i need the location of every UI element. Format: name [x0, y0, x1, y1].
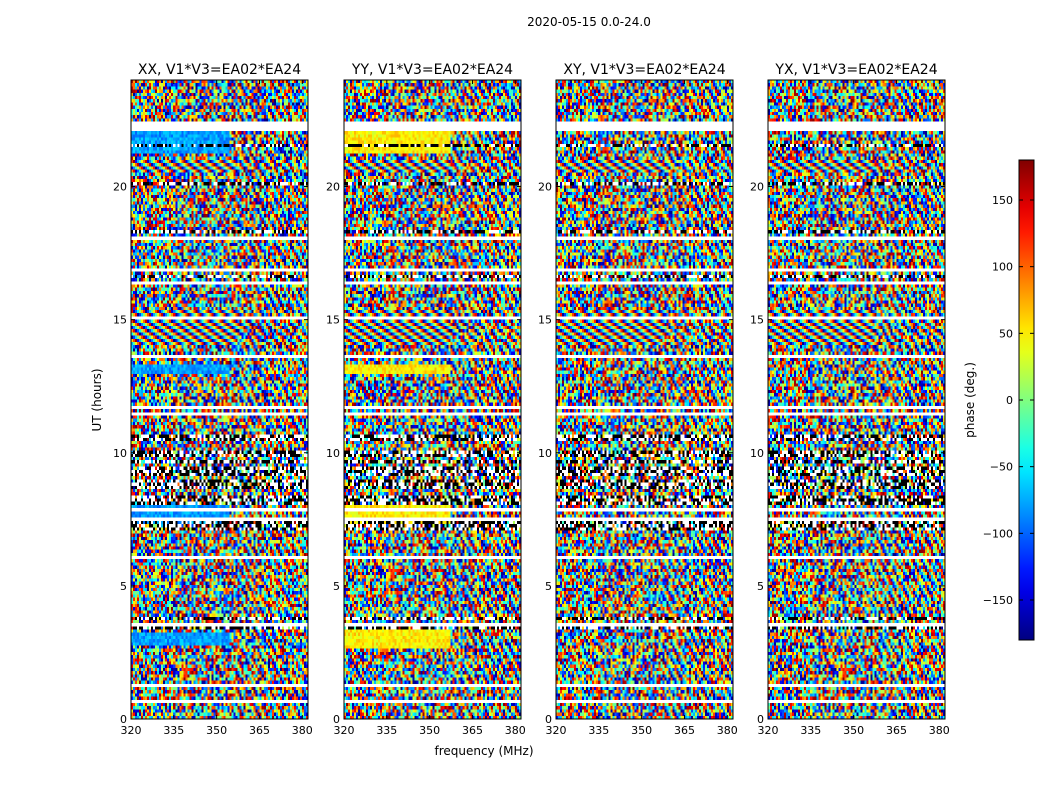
y-tick-label: 5: [545, 580, 552, 593]
y-tick-label: 20: [326, 181, 340, 194]
x-tick-label: 320: [334, 724, 355, 737]
colorbar-label: phase (deg.): [963, 362, 977, 438]
panel-yy: YY, V1*V3=EA02*EA24 320 335 350 365 380 0 5 10 15…: [326, 62, 526, 737]
colorbar-tick-label: 0: [1006, 394, 1013, 407]
panel-yx: YX, V1*V3=EA02*EA24 320 335 350 365 380 0 5 10 15…: [750, 62, 950, 737]
x-tick-label: 350: [206, 724, 227, 737]
panel-frame: [555, 79, 734, 720]
y-tick-label: 20: [113, 181, 127, 194]
y-tick-label: 10: [113, 447, 127, 460]
panel-frame: [130, 79, 309, 720]
x-tick-label: 365: [674, 724, 695, 737]
y-tick-label: 10: [538, 447, 552, 460]
heatmap-xy: [556, 80, 733, 719]
panel-xy: XY, V1*V3=EA02*EA24 320 335 350 365 380 0 5 10 15…: [538, 62, 738, 737]
y-tick-label: 10: [750, 447, 764, 460]
colorbar-tick-label: −50: [990, 461, 1013, 474]
x-tick-label: 320: [546, 724, 567, 737]
x-tick-label: 335: [800, 724, 821, 737]
panel-title: YX, V1*V3=EA02*EA24: [774, 62, 937, 78]
y-tick-label: 0: [333, 713, 340, 726]
x-tick-label: 365: [462, 724, 483, 737]
x-tick-label: 365: [249, 724, 270, 737]
colorbar-tick-label: 100: [992, 261, 1013, 274]
x-tick-label: 350: [419, 724, 440, 737]
x-axis-label: frequency (MHz): [434, 744, 533, 758]
y-tick-label: 5: [333, 580, 340, 593]
y-tick-label: 10: [326, 447, 340, 460]
heatmap-yy: [344, 80, 521, 719]
x-tick-label: 365: [886, 724, 907, 737]
y-tick-label: 5: [757, 580, 764, 593]
panels: XX, V1*V3=EA02*EA24 320 335 350 365 380 0 5 10 15…: [113, 62, 950, 737]
x-tick-label: 335: [588, 724, 609, 737]
colorbar-tick-label: 150: [992, 194, 1013, 207]
panel-title: YY, V1*V3=EA02*EA24: [351, 62, 513, 78]
x-tick-label: 380: [929, 724, 950, 737]
y-tick-label: 5: [120, 580, 127, 593]
x-tick-label: 380: [505, 724, 526, 737]
x-tick-label: 380: [717, 724, 738, 737]
y-tick-label: 0: [545, 713, 552, 726]
x-tick-label: 320: [121, 724, 142, 737]
panel-title: XY, V1*V3=EA02*EA24: [563, 62, 725, 78]
y-axis-label: UT (hours): [90, 368, 104, 431]
y-tick-label: 15: [750, 314, 764, 327]
y-tick-label: 0: [757, 713, 764, 726]
colorbar: 150 100 50 0 −50 −100 −150 phase (deg.): [963, 159, 1035, 641]
x-tick-label: 335: [163, 724, 184, 737]
x-tick-label: 350: [843, 724, 864, 737]
panel-title: XX, V1*V3=EA02*EA24: [138, 62, 301, 78]
x-tick-label: 380: [292, 724, 313, 737]
colorbar-tick-label: −100: [983, 527, 1013, 540]
heatmap-xx: [131, 80, 308, 719]
y-tick-label: 0: [120, 713, 127, 726]
colorbar-tick-label: 50: [999, 327, 1013, 340]
panel-frame: [343, 79, 522, 720]
y-tick-label: 20: [538, 181, 552, 194]
colorbar-tick-label: −150: [983, 594, 1013, 607]
x-tick-label: 320: [758, 724, 779, 737]
y-tick-label: 15: [538, 314, 552, 327]
y-tick-label: 15: [113, 314, 127, 327]
y-tick-label: 15: [326, 314, 340, 327]
panel-frame: [767, 79, 946, 720]
panel-xx: XX, V1*V3=EA02*EA24 320 335 350 365 380 0 5 10 15…: [113, 62, 313, 737]
x-tick-label: 335: [376, 724, 397, 737]
x-tick-label: 350: [631, 724, 652, 737]
heatmap-yx: [768, 80, 945, 719]
figure-title: 2020-05-15 0.0-24.0: [527, 15, 651, 29]
y-tick-label: 20: [750, 181, 764, 194]
